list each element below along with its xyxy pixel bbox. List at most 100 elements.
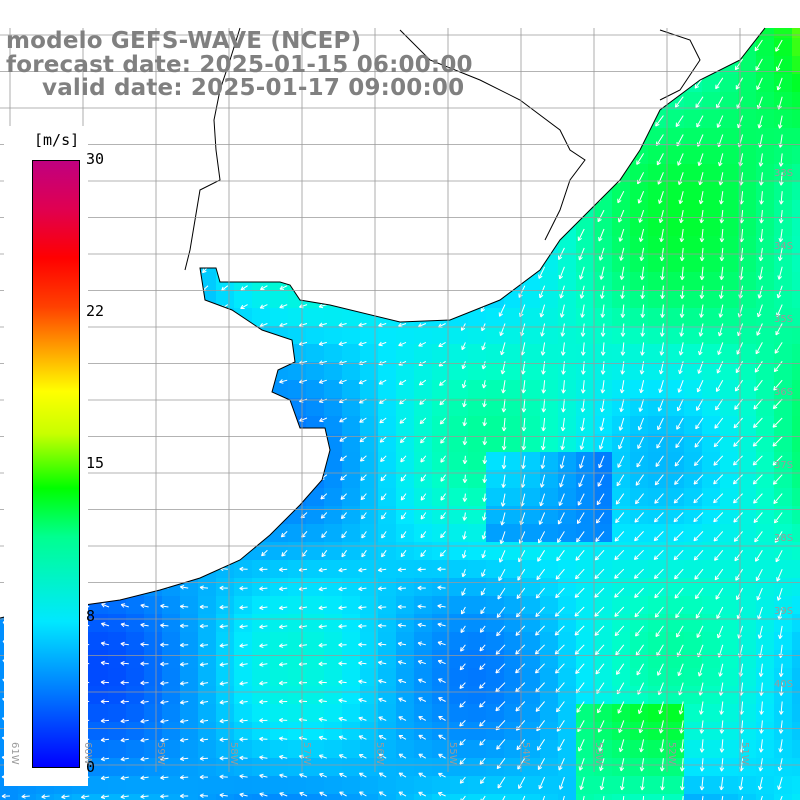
wind-arrow [759, 210, 764, 224]
wind-cell [306, 398, 324, 416]
wind-arrow [540, 323, 546, 337]
wind-cell [306, 380, 324, 398]
wind-arrow [338, 341, 347, 346]
wind-cell [288, 362, 306, 380]
wind-cell [720, 128, 738, 146]
wind-cell [198, 758, 216, 776]
wind-arrow [240, 304, 248, 310]
wind-arrow [438, 341, 446, 348]
wind-cell [522, 452, 540, 470]
wind-cell [792, 542, 800, 560]
wind-cell [306, 308, 324, 326]
wind-cell [396, 380, 414, 398]
wind-cell [720, 290, 738, 308]
wind-cell [180, 722, 198, 740]
wind-cell [648, 560, 666, 578]
wind-cell [450, 452, 468, 470]
wind-arrow [733, 417, 743, 429]
wind-cell [378, 596, 396, 614]
wind-arrow [713, 455, 724, 466]
wind-cell [630, 254, 648, 272]
wind-cell [684, 740, 702, 758]
wind-cell [720, 344, 738, 362]
wind-cell [594, 560, 612, 578]
wind-cell [378, 650, 396, 668]
wind-cell [198, 776, 216, 794]
wind-cell [756, 308, 774, 326]
wind-cell [486, 488, 504, 506]
wind-cell [720, 542, 738, 560]
wind-cell [126, 758, 144, 776]
wind-cell [630, 596, 648, 614]
wind-arrow [718, 172, 724, 186]
wind-arrow [752, 455, 763, 466]
wind-cell [756, 578, 774, 596]
wind-cell [504, 308, 522, 326]
wind-cell [648, 290, 666, 308]
wind-cell [594, 794, 612, 800]
wind-cell [360, 722, 378, 740]
wind-cell [792, 488, 800, 506]
wind-cell [324, 308, 342, 326]
wind-cell [594, 704, 612, 722]
wind-arrow [579, 436, 585, 450]
wind-cell [738, 470, 756, 488]
wind-cell [684, 776, 702, 794]
wind-cell [180, 596, 198, 614]
wind-cell [576, 218, 594, 236]
wind-cell [702, 326, 720, 344]
wind-cell [666, 218, 684, 236]
wind-cell [414, 416, 432, 434]
wind-cell [594, 722, 612, 740]
wind-cell [702, 380, 720, 398]
wind-arrow [756, 304, 763, 318]
wind-arrow [279, 379, 288, 384]
wind-cell [666, 344, 684, 362]
wind-cell [540, 272, 558, 290]
wind-cell [666, 470, 684, 488]
wind-cell [396, 362, 414, 380]
wind-cell [414, 776, 432, 794]
wind-cell [630, 344, 648, 362]
wind-arrow [501, 417, 507, 432]
wind-cell [306, 740, 324, 758]
wind-cell [396, 326, 414, 344]
wind-cell [90, 632, 108, 650]
colorbar-tick-30: 30 [86, 150, 105, 168]
wind-cell [540, 740, 558, 758]
wind-cell [198, 794, 216, 800]
wind-cell [792, 128, 800, 146]
wind-cell [216, 794, 234, 800]
wind-cell [72, 794, 90, 800]
wind-cell [684, 92, 702, 110]
wind-cell [576, 686, 594, 704]
wind-cell [666, 326, 684, 344]
wind-arrow [658, 209, 664, 224]
wind-cell [504, 434, 522, 452]
wind-cell [540, 542, 558, 560]
wind-cell [738, 272, 756, 290]
wind-cell [378, 452, 396, 470]
wind-cell [324, 560, 342, 578]
wind-cell [774, 668, 792, 686]
wind-cell [792, 578, 800, 596]
wind-cell [612, 272, 630, 290]
wind-cell [666, 272, 684, 290]
wind-cell [792, 308, 800, 326]
wind-cell [468, 362, 486, 380]
wind-cell [288, 650, 306, 668]
wind-cell [684, 164, 702, 182]
wind-cell [630, 560, 648, 578]
wind-arrow [638, 209, 645, 223]
wind-cell [108, 704, 126, 722]
wind-cell [558, 344, 576, 362]
wind-cell [504, 704, 522, 722]
wind-cell [360, 380, 378, 398]
wind-arrow [636, 455, 645, 468]
wind-cell [486, 452, 504, 470]
wind-cell [558, 326, 576, 344]
wind-cell [504, 740, 522, 758]
wind-cell [180, 776, 198, 794]
wind-arrow [619, 398, 625, 413]
wind-cell [360, 506, 378, 524]
